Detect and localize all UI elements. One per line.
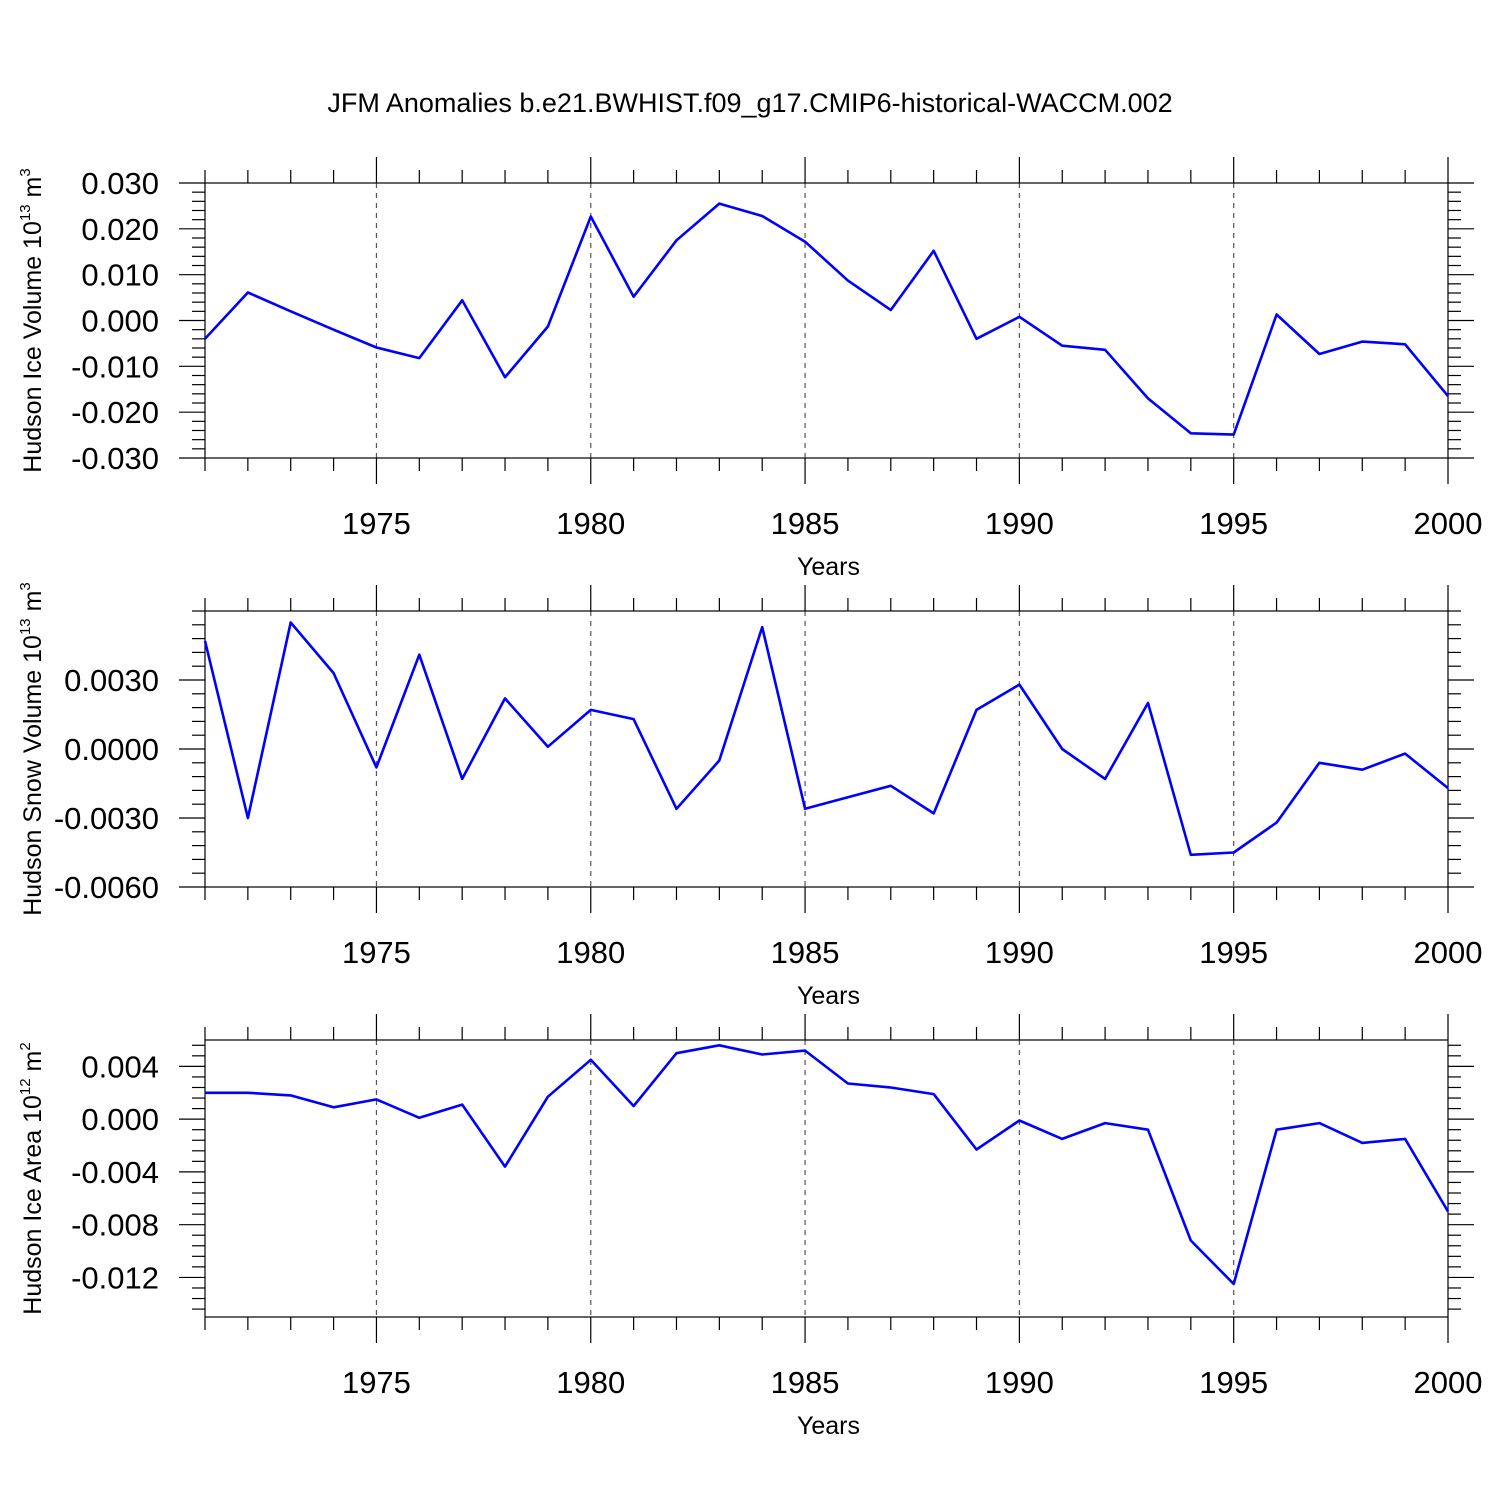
ice-area-ytick-label--0.012: -0.012: [71, 1260, 159, 1295]
ice-area-y-axis-title: Hudson Ice Area 1012 m2: [17, 1042, 47, 1314]
ice-area-ylabel-unit: m: [19, 1051, 47, 1079]
snow-volume-ylabel-unit-exponent: 3: [17, 582, 34, 590]
ice-area-ytick-label--0.004: -0.004: [71, 1155, 159, 1190]
snow-volume-ytick-label-0.0030: 0.0030: [64, 663, 159, 698]
ice-area-ytick-label-0.000: 0.000: [81, 1102, 159, 1137]
ice-area-ylabel-text: Hudson Ice Area 10: [19, 1095, 47, 1315]
chart-panels: 1975 1980 1985 1990 1995 2000 0.030 0.020 0.010 0…: [17, 157, 1482, 1440]
ice-area-series-line: [205, 1044, 1450, 1286]
panel-ice-area: 1975 1980 1985 1990 1995 2000 0.004 0.000 -0.004…: [17, 1014, 1482, 1440]
ice-volume-ytick-label--0.010: -0.010: [71, 349, 159, 384]
ice-volume-ylabel-exponent: 13: [17, 204, 34, 221]
ice-volume-plot-frame: [204, 182, 1449, 459]
snow-volume-y-axis-title: Hudson Snow Volume 1013 m3: [17, 582, 47, 916]
ice-volume-xtick-label-2000: 2000: [1414, 506, 1483, 541]
ice-area-ylabel-exponent: 12: [17, 1078, 34, 1095]
snow-volume-xtick-label-2000: 2000: [1414, 935, 1483, 970]
ice-volume-y-axis-title: Hudson Ice Volume 1013 m3: [17, 168, 47, 472]
panel-ice-volume: 1975 1980 1985 1990 1995 2000 0.030 0.020 0.010 0…: [17, 157, 1482, 581]
ice-volume-ylabel-unit: m: [19, 177, 47, 205]
snow-volume-xtick-label-1995: 1995: [1199, 935, 1268, 970]
ice-area-xtick-label-1975: 1975: [342, 1365, 411, 1400]
ice-volume-ytick-label-0.010: 0.010: [81, 258, 159, 293]
ice-area-ytick-label-0.004: 0.004: [81, 1049, 159, 1084]
ice-area-xtick-label-1995: 1995: [1199, 1365, 1268, 1400]
snow-volume-ylabel-exponent: 13: [17, 618, 34, 635]
ice-volume-xtick-label-1985: 1985: [771, 506, 840, 541]
snow-volume-ytick-label--0.0060: -0.0060: [54, 870, 159, 905]
ice-volume-xtick-label-1975: 1975: [342, 506, 411, 541]
snow-volume-ylabel-unit: m: [19, 591, 47, 619]
snow-volume-x-axis-title: Years: [797, 982, 860, 1010]
ice-volume-ytick-label-0.030: 0.030: [81, 166, 159, 201]
ice-area-xtick-label-1980: 1980: [556, 1365, 625, 1400]
ice-area-plot-frame: [204, 1039, 1449, 1318]
ice-area-xtick-label-1990: 1990: [985, 1365, 1054, 1400]
ice-volume-ylabel-unit-exponent: 3: [17, 168, 34, 176]
ice-volume-xtick-label-1980: 1980: [556, 506, 625, 541]
ice-area-ylabel-unit-exponent: 2: [17, 1042, 34, 1050]
snow-volume-xtick-label-1990: 1990: [985, 935, 1054, 970]
figure-title: JFM Anomalies b.e21.BWHIST.f09_g17.CMIP6…: [327, 88, 1172, 118]
snow-volume-xtick-label-1975: 1975: [342, 935, 411, 970]
snow-volume-ytick-label-0.0000: 0.0000: [64, 732, 159, 767]
ice-volume-series-line: [204, 202, 1450, 436]
ice-volume-xtick-label-1995: 1995: [1199, 506, 1268, 541]
snow-volume-ylabel-text: Hudson Snow Volume 10: [19, 635, 47, 916]
panel-snow-volume: 1975 1980 1985 1990 1995 2000 0.0030 0.0000 -0.0…: [17, 582, 1482, 1010]
ice-area-xtick-label-1985: 1985: [771, 1365, 840, 1400]
ice-volume-x-axis-title: Years: [797, 553, 860, 581]
snow-volume-ytick-label--0.0030: -0.0030: [54, 801, 159, 836]
ice-volume-ylabel-text: Hudson Ice Volume 10: [19, 221, 47, 473]
snow-volume-xtick-label-1980: 1980: [556, 935, 625, 970]
ice-volume-ytick-label-0.020: 0.020: [81, 212, 159, 247]
snow-volume-series-line: [203, 621, 1449, 857]
ice-area-x-axis-title: Years: [797, 1412, 860, 1440]
ice-volume-ytick-label--0.030: -0.030: [71, 441, 159, 476]
snow-volume-plot-frame: [204, 610, 1449, 888]
ice-area-ytick-label--0.008: -0.008: [71, 1208, 159, 1243]
ice-volume-ytick-label--0.020: -0.020: [71, 395, 159, 430]
ice-area-xtick-label-2000: 2000: [1414, 1365, 1483, 1400]
ice-volume-ytick-label-0.000: 0.000: [81, 304, 159, 339]
snow-volume-xtick-label-1985: 1985: [771, 935, 840, 970]
ice-volume-xtick-label-1990: 1990: [985, 506, 1054, 541]
